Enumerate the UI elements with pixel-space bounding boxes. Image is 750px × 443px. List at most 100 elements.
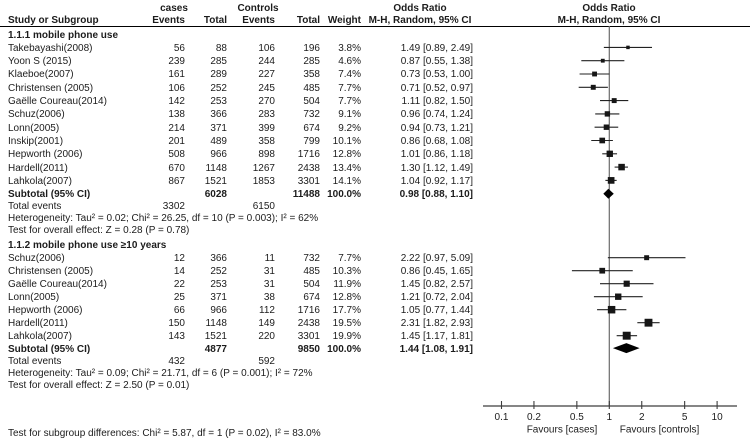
tick-label: 0.5 xyxy=(570,412,584,423)
effect-square xyxy=(604,111,611,117)
plot-column-title: Odds Ratio xyxy=(582,3,636,14)
cases-events-cell: 142 xyxy=(168,96,185,107)
total-events-controls: 592 xyxy=(258,355,275,367)
controls-events-cell: 106 xyxy=(258,42,275,54)
controls-events-cell: 220 xyxy=(258,331,275,343)
controls-events-cell: 399 xyxy=(258,122,275,134)
study-name: Yoon S (2015) xyxy=(8,56,72,68)
study-name: Hepworth (2006) xyxy=(8,305,83,317)
weight-cell: 10.3% xyxy=(332,266,361,278)
effect-square xyxy=(592,71,597,77)
weight-cell: 7.7% xyxy=(338,253,361,265)
or-ci-cell: 1.05 [0.77, 1.44] xyxy=(400,305,473,317)
controls-group-header: Controls xyxy=(237,3,279,14)
cases-events-cell: 508 xyxy=(168,149,185,161)
subtotal-or-ci: 1.44 [1.08, 1.91] xyxy=(399,343,473,355)
controls-total-cell: 485 xyxy=(303,82,320,94)
controls-total-cell: 732 xyxy=(303,253,320,265)
plot-header-or-ci: M-H, Random, 95% CI xyxy=(557,15,661,26)
weight-cell: 3.8% xyxy=(338,42,361,54)
heterogeneity-note: Heterogeneity: Tau² = 0.09; Chi² = 21.71… xyxy=(8,367,313,379)
study-name: Lahkola(2007) xyxy=(8,331,72,343)
cases-events-cell: 143 xyxy=(168,331,185,343)
controls-events-cell: 149 xyxy=(258,318,275,330)
study-name: Schuz(2006) xyxy=(8,253,65,265)
or-ci-cell: 0.94 [0.73, 1.21] xyxy=(400,122,473,134)
or-ci-cell: 0.73 [0.53, 1.00] xyxy=(400,69,473,81)
controls-events-cell: 283 xyxy=(258,109,275,121)
controls-total-cell: 2438 xyxy=(297,318,320,330)
total-events-controls: 6150 xyxy=(252,201,275,212)
cases-events-cell: 161 xyxy=(168,69,185,81)
weight-cell: 13.4% xyxy=(332,162,361,174)
tick-label: 10 xyxy=(712,412,724,423)
controls-total-cell: 799 xyxy=(303,135,320,147)
or-ci-cell: 1.11 [0.82, 1.50] xyxy=(401,96,473,107)
cases-total-cell: 966 xyxy=(210,305,227,317)
weight-cell: 9.1% xyxy=(338,109,361,121)
controls-events-cell: 358 xyxy=(258,135,275,147)
effect-square xyxy=(607,177,615,184)
cases-total-cell: 366 xyxy=(210,253,227,265)
subtotal-controls-total: 9850 xyxy=(297,343,320,355)
cases-total-cell: 366 xyxy=(210,109,227,121)
effect-square xyxy=(607,305,616,314)
subtotal-weight: 100.0% xyxy=(327,189,361,201)
weight-cell: 9.2% xyxy=(338,122,361,134)
controls-total-cell: 732 xyxy=(303,109,320,121)
col-header-study: Study or Subgroup xyxy=(8,15,99,26)
effect-square xyxy=(622,331,631,340)
subtotal-label: Subtotal (95% CI) xyxy=(8,343,91,355)
controls-events-cell: 1853 xyxy=(252,175,275,187)
weight-cell: 10.1% xyxy=(332,135,361,147)
study-name: Gaëlle Coureau(2014) xyxy=(8,96,107,107)
study-name: Lonn(2005) xyxy=(8,292,60,304)
cases-events-cell: 214 xyxy=(168,122,185,134)
effect-square xyxy=(599,267,606,274)
pooled-diamond xyxy=(603,188,614,199)
effect-square xyxy=(600,58,605,63)
weight-cell: 7.4% xyxy=(338,69,361,81)
subgroup-title: 1.1.1 mobile phone use xyxy=(8,29,119,41)
weight-cell: 11.9% xyxy=(333,279,361,291)
favours-left-label: Favours [cases] xyxy=(527,425,598,436)
effect-square xyxy=(618,163,625,171)
controls-events-cell: 1267 xyxy=(252,162,275,174)
controls-total-cell: 3301 xyxy=(297,331,320,343)
effect-square xyxy=(599,137,606,144)
weight-cell: 4.6% xyxy=(338,56,361,68)
controls-total-cell: 504 xyxy=(303,279,320,291)
weight-cell: 19.5% xyxy=(332,318,361,330)
study-name: Inskip(2001) xyxy=(8,135,64,147)
effect-square xyxy=(606,150,613,157)
cases-total-cell: 489 xyxy=(210,135,227,147)
or-ci-cell: 1.45 [0.82, 2.57] xyxy=(400,279,473,291)
tick-label: 5 xyxy=(682,412,688,423)
effect-square xyxy=(611,98,617,104)
cases-events-cell: 14 xyxy=(173,266,185,278)
weight-cell: 14.1% xyxy=(332,175,361,187)
cases-events-cell: 12 xyxy=(173,253,185,265)
effect-square xyxy=(623,280,630,287)
controls-events-cell: 227 xyxy=(258,69,275,81)
overall-effect-note: Test for overall effect: Z = 2.50 (P = 0… xyxy=(8,379,190,391)
controls-events-cell: 38 xyxy=(263,292,275,304)
effect-square xyxy=(644,255,650,261)
study-name: Gaëlle Coureau(2014) xyxy=(8,279,107,291)
study-name: Hardell(2011) xyxy=(8,162,68,174)
controls-events-cell: 11 xyxy=(264,253,275,265)
favours-right-label: Favours [controls] xyxy=(620,425,700,436)
tick-label: 1 xyxy=(607,412,613,423)
cases-total-cell: 371 xyxy=(210,292,227,304)
weight-cell: 12.8% xyxy=(332,292,361,304)
total-events-label: Total events xyxy=(8,355,62,367)
subtotal-controls-total: 11488 xyxy=(292,189,320,201)
or-ci-cell: 0.71 [0.52, 0.97] xyxy=(400,82,473,94)
study-name: Hepworth (2006) xyxy=(8,149,83,161)
controls-events-cell: 244 xyxy=(258,56,275,68)
or-ci-cell: 1.01 [0.86, 1.18] xyxy=(400,149,473,161)
cases-events-cell: 867 xyxy=(168,175,185,187)
cases-events-cell: 201 xyxy=(168,135,185,147)
or-ci-cell: 0.96 [0.74, 1.24] xyxy=(400,109,473,121)
weight-cell: 12.8% xyxy=(332,149,361,161)
